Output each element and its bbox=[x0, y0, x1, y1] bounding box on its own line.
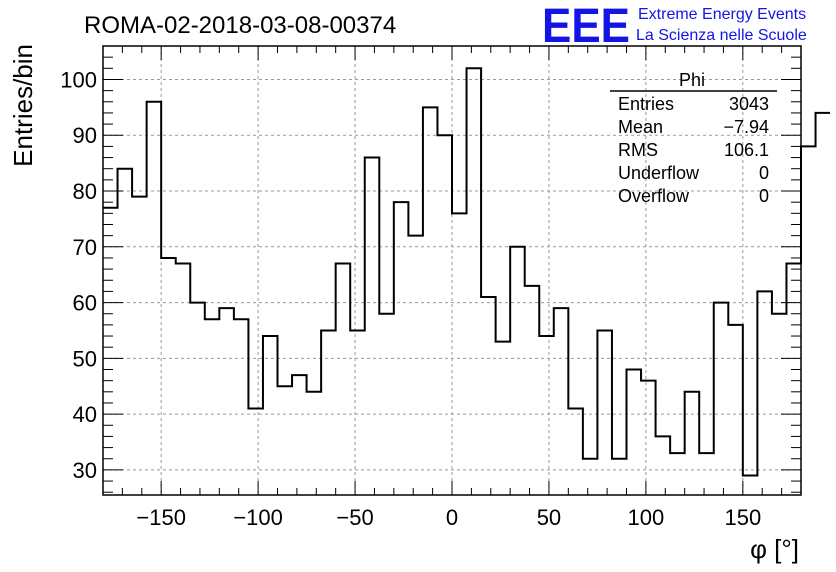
histogram-bin bbox=[583, 459, 598, 495]
histogram-bin bbox=[263, 336, 278, 495]
x-axis-title: φ [°] bbox=[750, 534, 799, 564]
stats-label-mean: Mean bbox=[618, 117, 663, 137]
histogram-bin bbox=[801, 146, 816, 495]
histogram-bin bbox=[365, 158, 380, 495]
histogram-bin bbox=[510, 247, 525, 495]
x-tick-label: 150 bbox=[724, 505, 761, 530]
histogram-bin bbox=[336, 264, 351, 495]
histogram-bin bbox=[627, 370, 642, 495]
histogram-bin bbox=[685, 392, 700, 495]
logo-subtitle-line1: Extreme Energy Events bbox=[638, 6, 806, 23]
histogram-bin bbox=[452, 213, 467, 495]
x-tick-label: 0 bbox=[446, 505, 458, 530]
histogram-bin bbox=[307, 392, 322, 495]
histogram-bin bbox=[176, 264, 191, 495]
y-axis-title: Entries/bin bbox=[8, 44, 38, 167]
histogram-bin bbox=[699, 453, 714, 495]
y-tick-label: 60 bbox=[73, 291, 97, 316]
histogram-bin bbox=[394, 202, 409, 495]
x-tick-label: 100 bbox=[628, 505, 665, 530]
histogram-bin bbox=[467, 68, 482, 495]
histogram-bin bbox=[190, 303, 205, 495]
y-tick-label: 70 bbox=[73, 235, 97, 260]
y-tick-label: 100 bbox=[60, 67, 97, 92]
plot-title: ROMA-02-2018-03-08-00374 bbox=[84, 12, 396, 39]
histogram-bin bbox=[118, 169, 133, 495]
histogram-series-line bbox=[103, 67, 831, 477]
stats-value-rms: 106.1 bbox=[724, 140, 769, 160]
stats-label-underflow: Underflow bbox=[618, 163, 700, 183]
histogram-bin bbox=[656, 436, 671, 495]
axis-tick-labels: −150 −100 −50 0 50 100 150 30 40 50 60 70 80 90 100 bbox=[60, 67, 761, 530]
histogram-bin bbox=[205, 319, 220, 495]
histogram-bin bbox=[525, 286, 540, 495]
stats-label-overflow: Overflow bbox=[618, 186, 690, 206]
histogram-bin bbox=[786, 264, 801, 495]
histogram-bin bbox=[757, 291, 772, 495]
histogram-bins bbox=[103, 68, 830, 495]
histogram-bin bbox=[554, 308, 569, 495]
histogram-bin bbox=[496, 342, 511, 495]
histogram-bin bbox=[743, 475, 758, 495]
histogram-bin bbox=[816, 113, 831, 495]
stats-title: Phi bbox=[679, 70, 705, 90]
stats-label-entries: Entries bbox=[618, 94, 674, 114]
histogram-bin bbox=[248, 409, 263, 495]
histogram-bin bbox=[379, 314, 394, 495]
histogram-bin bbox=[103, 208, 118, 495]
histogram-bin bbox=[292, 375, 307, 495]
histogram-bin bbox=[714, 303, 729, 495]
histogram-bin bbox=[641, 381, 656, 495]
histogram-bin bbox=[321, 330, 336, 495]
x-tick-label: −100 bbox=[233, 505, 283, 530]
grid-lines bbox=[103, 46, 801, 495]
x-tick-label: −150 bbox=[136, 505, 186, 530]
histogram-bin bbox=[408, 236, 423, 495]
histogram-bin bbox=[670, 453, 685, 495]
histogram-bin bbox=[161, 258, 176, 495]
histogram-bin bbox=[278, 386, 293, 495]
histogram-bin bbox=[132, 197, 147, 495]
axis-ticks bbox=[103, 45, 801, 495]
x-tick-label: −50 bbox=[336, 505, 373, 530]
stats-value-entries: 3043 bbox=[729, 94, 769, 114]
histogram-bin bbox=[612, 459, 627, 495]
histogram-bin bbox=[219, 308, 234, 495]
histogram-bin bbox=[350, 330, 365, 495]
y-tick-label: 40 bbox=[73, 402, 97, 427]
histogram-bin bbox=[568, 409, 583, 495]
histogram-bin bbox=[597, 330, 612, 495]
x-tick-label: 50 bbox=[537, 505, 561, 530]
histogram-bin bbox=[423, 107, 438, 495]
histogram-bin bbox=[147, 102, 162, 495]
stats-value-overflow: 0 bbox=[759, 186, 769, 206]
logo-subtitle-line2: La Scienza nelle Scuole bbox=[636, 27, 807, 44]
histogram-bin bbox=[234, 319, 249, 495]
y-tick-label: 50 bbox=[73, 346, 97, 371]
stats-box: Phi Entries 3043 Mean −7.94 RMS 106.1 Un… bbox=[610, 70, 777, 206]
histogram-bin bbox=[481, 297, 496, 495]
y-tick-label: 80 bbox=[73, 179, 97, 204]
histogram-bin bbox=[728, 325, 743, 495]
eee-logo: EEE bbox=[542, 0, 630, 53]
stats-label-rms: RMS bbox=[618, 140, 658, 160]
histogram-bin bbox=[772, 314, 787, 495]
histogram-bin bbox=[539, 336, 554, 495]
histogram-bin bbox=[437, 135, 452, 495]
stats-value-underflow: 0 bbox=[759, 163, 769, 183]
y-tick-label: 90 bbox=[73, 123, 97, 148]
stats-value-mean: −7.94 bbox=[723, 117, 769, 137]
y-tick-label: 30 bbox=[73, 458, 97, 483]
